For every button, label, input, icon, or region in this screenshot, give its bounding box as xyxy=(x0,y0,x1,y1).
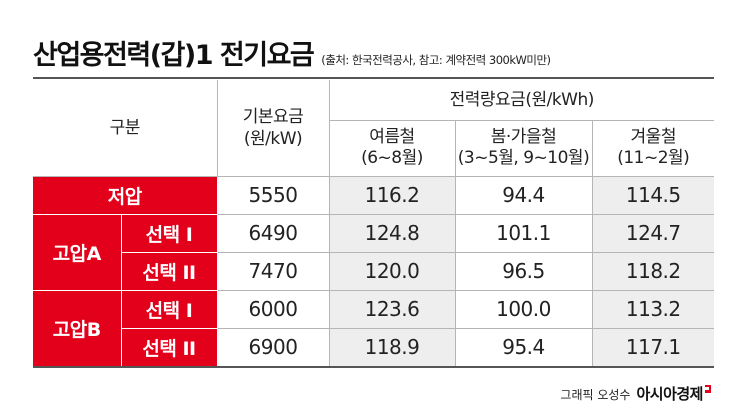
cell-spring-fall: 101.1 xyxy=(454,213,593,253)
header-summer: 여름철 (6~8월) xyxy=(329,119,456,177)
cell-spring-fall: 95.4 xyxy=(454,327,593,367)
top-rule xyxy=(33,77,714,79)
cell-base: 6000 xyxy=(216,289,330,329)
header-base-fee: 기본요금 (원/kW) xyxy=(216,80,330,177)
row-low-voltage: 저압 5550 116.2 94.4 114.5 xyxy=(33,175,715,215)
header-category: 구분 xyxy=(33,80,218,177)
option-label: 선택 II xyxy=(121,251,218,291)
fee-table: 구분 기본요금 (원/kW) 전력량요금(원/kWh) 여름철 (6~8월) 봄… xyxy=(33,80,715,367)
cell-summer: 118.9 xyxy=(328,327,456,367)
cell-base: 7470 xyxy=(216,251,330,291)
header-winter: 겨울철 (11~2월) xyxy=(591,119,715,177)
option-label: 선택 I xyxy=(120,289,218,329)
graphic-credit: 그래픽 오성수 xyxy=(560,388,631,402)
cell-spring-fall: 94.4 xyxy=(454,175,593,215)
cell-winter: 113.2 xyxy=(591,289,715,329)
brand-logo: 아시아경제 xyxy=(636,385,703,403)
header-base-fee-line1: 기본요금 xyxy=(242,106,304,127)
header-winter-line2: (11~2월) xyxy=(617,148,690,168)
header-summer-line1: 여름철 xyxy=(369,127,415,147)
source-note: (출처: 한국전력공사, 참고: 계약전력 300kW미만) xyxy=(321,53,551,67)
cell-winter: 124.7 xyxy=(591,213,715,253)
title-row: 산업용전력(갑)1 전기요금 (출처: 한국전력공사, 참고: 계약전력 300… xyxy=(33,33,551,72)
cell-spring-fall: 96.5 xyxy=(454,251,593,291)
row-high-b-opt2: 선택 II 6900 118.9 95.4 117.1 xyxy=(33,327,715,367)
header-row-2: 여름철 (6~8월) 봄·가을철 (3~5월, 9~10월) 겨울철 (11~2… xyxy=(33,119,715,177)
header-winter-line1: 겨울철 xyxy=(630,127,677,147)
cell-winter: 117.1 xyxy=(591,327,715,367)
header-energy-fee: 전력량요금(원/kWh) xyxy=(328,80,715,121)
cell-base: 6490 xyxy=(216,213,330,253)
row-label-high-a: 고압A xyxy=(33,213,122,291)
row-high-a-opt1: 고압A 선택 I 6490 124.8 101.1 124.7 xyxy=(33,213,715,291)
cell-spring-fall: 100.0 xyxy=(454,289,593,329)
footer: 그래픽 오성수 아시아경제 xyxy=(560,383,711,404)
cell-summer: 124.8 xyxy=(328,213,456,253)
cell-base: 5550 xyxy=(216,175,330,215)
cell-base: 6900 xyxy=(216,327,330,367)
row-high-a-opt2: 선택 II 7470 120.0 96.5 118.2 xyxy=(33,251,715,291)
option-label: 선택 I xyxy=(120,213,218,253)
header-spring-fall-line2: (3~5월, 9~10월) xyxy=(457,148,590,168)
header-spring-fall-line1: 봄·가을철 xyxy=(490,127,557,147)
cell-winter: 118.2 xyxy=(591,251,715,291)
cell-summer: 120.0 xyxy=(328,251,456,291)
header-base-fee-line2: (원/kW) xyxy=(243,128,303,149)
row-label-low: 저압 xyxy=(33,175,218,215)
row-high-b-opt1: 고압B 선택 I 6000 123.6 100.0 113.2 xyxy=(33,289,715,367)
brand-mark-icon xyxy=(705,385,711,393)
header-row-1: 구분 기본요금 (원/kW) 전력량요금(원/kWh) xyxy=(33,80,715,177)
header-spring-fall: 봄·가을철 (3~5월, 9~10월) xyxy=(454,119,593,177)
header-summer-line2: (6~8월) xyxy=(361,148,423,168)
option-label: 선택 II xyxy=(121,327,218,367)
bottom-rule xyxy=(33,366,714,368)
row-label-high-b: 고압B xyxy=(33,289,122,367)
cell-winter: 114.5 xyxy=(591,175,715,215)
cell-summer: 116.2 xyxy=(328,175,456,215)
cell-summer: 123.6 xyxy=(328,289,456,329)
page-title: 산업용전력(갑)1 전기요금 xyxy=(33,40,315,71)
